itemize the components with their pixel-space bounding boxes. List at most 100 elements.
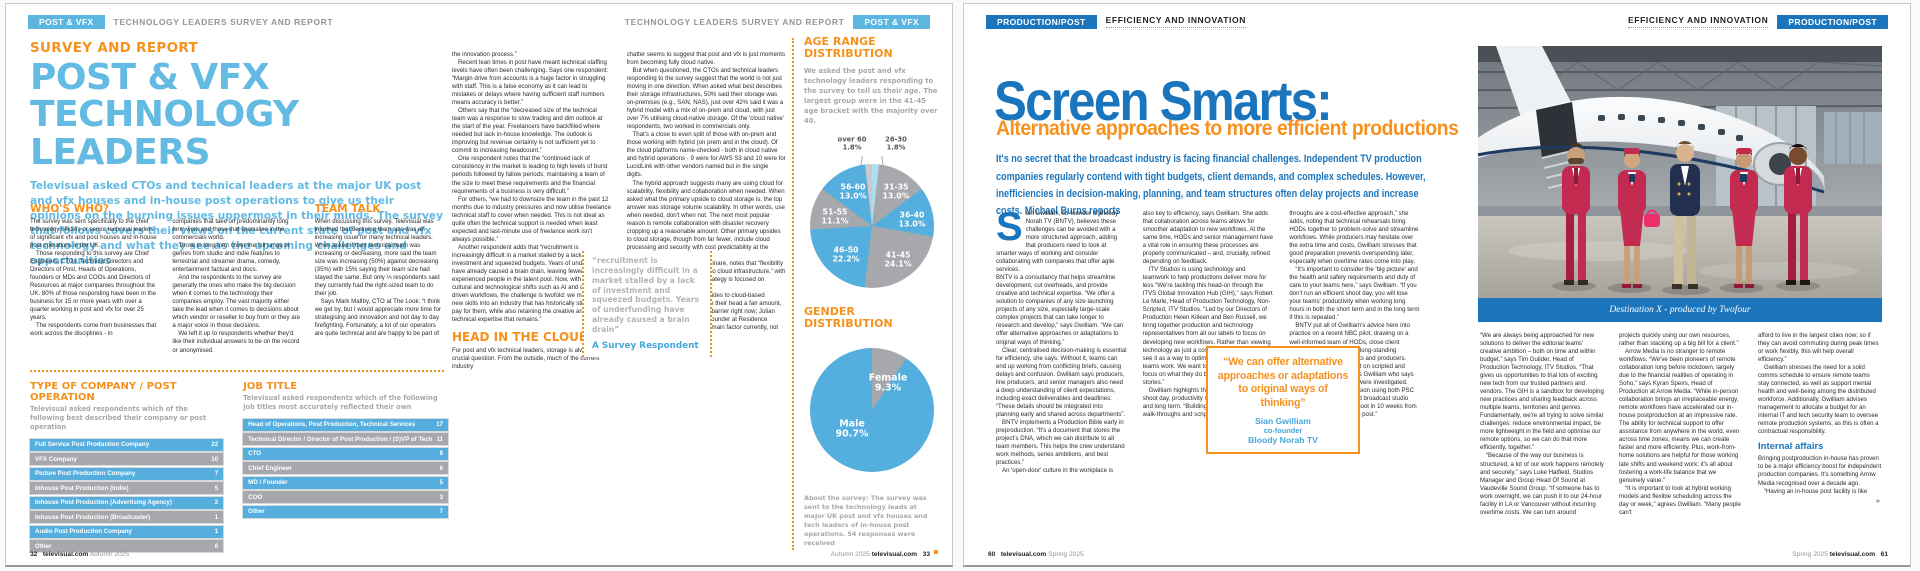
standfirst: It's no secret that the broadcast indust… bbox=[996, 153, 1426, 218]
table-row: Picture Post Production Company 7 bbox=[30, 467, 224, 480]
feature-photo: Destination X - produced by Twofour bbox=[1478, 46, 1882, 322]
article-title-block: SURVEY AND REPORT POST & VFX TECHNOLOGY … bbox=[30, 40, 444, 270]
page-footer-right: Autumn 2025 televisual.com 33 bbox=[831, 551, 930, 558]
pie-label-56-60: 56-60 13.0% bbox=[839, 182, 867, 201]
page-footer-left: 32 televisual.com Autumn 2025 bbox=[30, 551, 129, 558]
table-row: Other 7 bbox=[243, 505, 448, 518]
pie-label-male: Male 90.7% bbox=[835, 418, 869, 440]
column-1: “We are always being approached for new … bbox=[1480, 332, 1604, 548]
photo-caption: Destination X - produced by Twofour bbox=[1478, 298, 1882, 322]
table-row: Full Service Post Production Company 22 bbox=[30, 438, 224, 451]
pull-quote: “recruitment is increasingly difficult i… bbox=[582, 251, 712, 357]
body-text: the innovation process.” Recent lean time… bbox=[452, 51, 611, 324]
table-row: VFX Company 10 bbox=[30, 453, 224, 466]
survey-tables: TYPE OF COMPANY / POST OPERATION Televis… bbox=[30, 381, 448, 555]
job-title-table: JOB TITLE Televisual asked respondents w… bbox=[243, 381, 448, 555]
section-badge: PRODUCTION/POST bbox=[986, 14, 1097, 29]
table-subtext: Televisual asked respondents which of th… bbox=[30, 405, 207, 431]
subsection-heading: Internal affairs bbox=[1758, 441, 1824, 453]
right-page-header: EFFICIENCY AND INNOVATION PRODUCTION/POS… bbox=[1628, 14, 1888, 29]
article-title: POST & VFX TECHNOLOGY LEADERS bbox=[30, 59, 444, 173]
intro-columns: WHO'S WHO? The survey was sent specifica… bbox=[30, 203, 444, 369]
table-row: Inhouse Post Production (Advertising Age… bbox=[30, 496, 224, 509]
end-of-article-marker bbox=[934, 549, 938, 554]
column-whos-who: WHO'S WHO? The survey was sent specifica… bbox=[30, 203, 159, 369]
body-text: afford to live in the largest cities now… bbox=[1758, 332, 1879, 436]
column-3: afford to live in the largest cities now… bbox=[1758, 332, 1882, 548]
page-number: 33 bbox=[922, 551, 930, 558]
body-text: For post and vfx technical leaders, stor… bbox=[452, 347, 600, 371]
left-page-header: POST & VFX TECHNOLOGY LEADERS SURVEY AND… bbox=[28, 14, 333, 29]
below-photo-columns: “We are always being approached for new … bbox=[1480, 332, 1882, 548]
column-2: companies that take on predominantly lon… bbox=[172, 203, 301, 369]
chart-heading: GENDER DISTRIBUTION bbox=[804, 305, 893, 330]
title-line-2: TECHNOLOGY LEADERS bbox=[30, 94, 299, 173]
pie-label-41-45: 41-45 24.1% bbox=[884, 250, 912, 269]
pie-label-46-50: 46-50 22.2% bbox=[832, 245, 860, 264]
column-2: projects quickly using our own resources… bbox=[1619, 332, 1743, 548]
age-pie-chart-block: over 60 1.8% 26-30 1.8% 31-35 13.0% 36-40 13… bbox=[804, 134, 940, 306]
left-page-header: PRODUCTION/POST EFFICIENCY AND INNOVATIO… bbox=[986, 14, 1246, 29]
gender-pie-chart-block: Female 9.3% Male 90.7% bbox=[804, 336, 940, 488]
column-team-talk: TEAM TALK When discussing this survey, T… bbox=[315, 203, 444, 369]
type-of-company-table: TYPE OF COMPANY / POST OPERATION Televis… bbox=[30, 381, 224, 555]
body-text: “We are always being approached for new … bbox=[1480, 332, 1604, 516]
about-survey: About the survey: The survey was sent to… bbox=[804, 494, 940, 554]
table-row: Audio Post Production Company 1 bbox=[30, 525, 224, 538]
section-badge: POST & VFX bbox=[28, 14, 105, 29]
site-name: televisual.com bbox=[42, 551, 89, 558]
kicker: SURVEY AND REPORT bbox=[30, 40, 198, 56]
right-spread: PRODUCTION/POST EFFICIENCY AND INNOVATIO… bbox=[963, 3, 1911, 567]
header-strapline: TECHNOLOGY LEADERS SURVEY AND REPORT bbox=[624, 16, 845, 27]
page-number: 32 bbox=[30, 551, 38, 558]
section-badge: PRODUCTION/POST bbox=[1777, 14, 1888, 29]
section-heading: WHO'S WHO? bbox=[30, 203, 110, 215]
continued-marker: ► bbox=[1875, 497, 1882, 505]
body-text: BNTV is a consultancy that helps streaml… bbox=[996, 274, 1127, 474]
body-text: companies that take on predominantly lon… bbox=[172, 218, 301, 354]
site-name: televisual.com bbox=[1000, 551, 1047, 558]
pie-label-over-60: over 60 1.8% bbox=[837, 135, 867, 152]
issue-season: Spring 2025 bbox=[1792, 551, 1828, 558]
age-distribution-pie-chart bbox=[810, 164, 934, 289]
table-heading: JOB TITLE bbox=[243, 381, 298, 392]
standfirst: Televisual asked CTOs and technical lead… bbox=[30, 180, 443, 268]
hangar-jet-crew-illustration bbox=[1478, 46, 1882, 298]
pull-quote-role: co-founder bbox=[1263, 426, 1303, 436]
page-footer-left: 60 televisual.com Spring 2025 bbox=[988, 551, 1084, 558]
issue-season: Autumn 2025 bbox=[89, 551, 129, 558]
body-text: Bringing postproduction in-house has pro… bbox=[1758, 455, 1882, 495]
issue-season: Spring 2025 bbox=[1048, 551, 1084, 558]
pull-quote-text: “recruitment is increasingly difficult i… bbox=[592, 256, 700, 335]
site-name: televisual.com bbox=[1829, 551, 1876, 558]
pie-label-51-55: 51-55 11.1% bbox=[821, 207, 849, 226]
pie-label-female: Female 9.3% bbox=[868, 372, 908, 394]
chart-intro: We asked the post and vfx technology lea… bbox=[804, 66, 938, 125]
chart-heading: AGE RANGE DISTRIBUTION bbox=[804, 35, 893, 60]
pie-label-36-40: 36-40 13.0% bbox=[898, 210, 926, 229]
dotted-divider bbox=[30, 370, 444, 372]
table-row: Head of Operations, Post Production, Tec… bbox=[243, 418, 448, 431]
section-heading: TEAM TALK bbox=[314, 203, 381, 215]
table-row: Inhouse Post Production (Indie) 5 bbox=[30, 482, 224, 495]
drop-cap: S bbox=[996, 210, 1023, 249]
header-strapline: EFFICIENCY AND INNOVATION bbox=[1105, 15, 1246, 28]
pull-quote-text: “We can offer alternative approaches or … bbox=[1217, 356, 1349, 409]
article-subtitle: Alternative approaches to more efficient… bbox=[996, 117, 1459, 141]
table-row: Inhouse Post Production (Broadcaster) 1 bbox=[30, 511, 224, 524]
table-row: CTO 8 bbox=[243, 447, 448, 460]
dotted-rail-divider bbox=[792, 38, 794, 550]
charts-rail: AGE RANGE DISTRIBUTION We asked the post… bbox=[804, 35, 940, 554]
body-text: projects quickly using our own resources… bbox=[1619, 332, 1741, 516]
pie-label-26-30: 26-30 1.8% bbox=[885, 135, 907, 152]
table-row: Other 6 bbox=[30, 540, 224, 553]
body-text: When discussing this survey, Televisual … bbox=[314, 218, 441, 338]
section-heading: HEAD IN THE CLOUDS bbox=[452, 330, 598, 345]
page-number: 61 bbox=[1880, 551, 1888, 558]
pull-quote-name: Sian Gwilliam bbox=[1255, 416, 1311, 427]
table-heading: TYPE OF COMPANY / POST OPERATION bbox=[30, 381, 177, 403]
table-rows: Head of Operations, Post Production, Tec… bbox=[243, 418, 448, 518]
